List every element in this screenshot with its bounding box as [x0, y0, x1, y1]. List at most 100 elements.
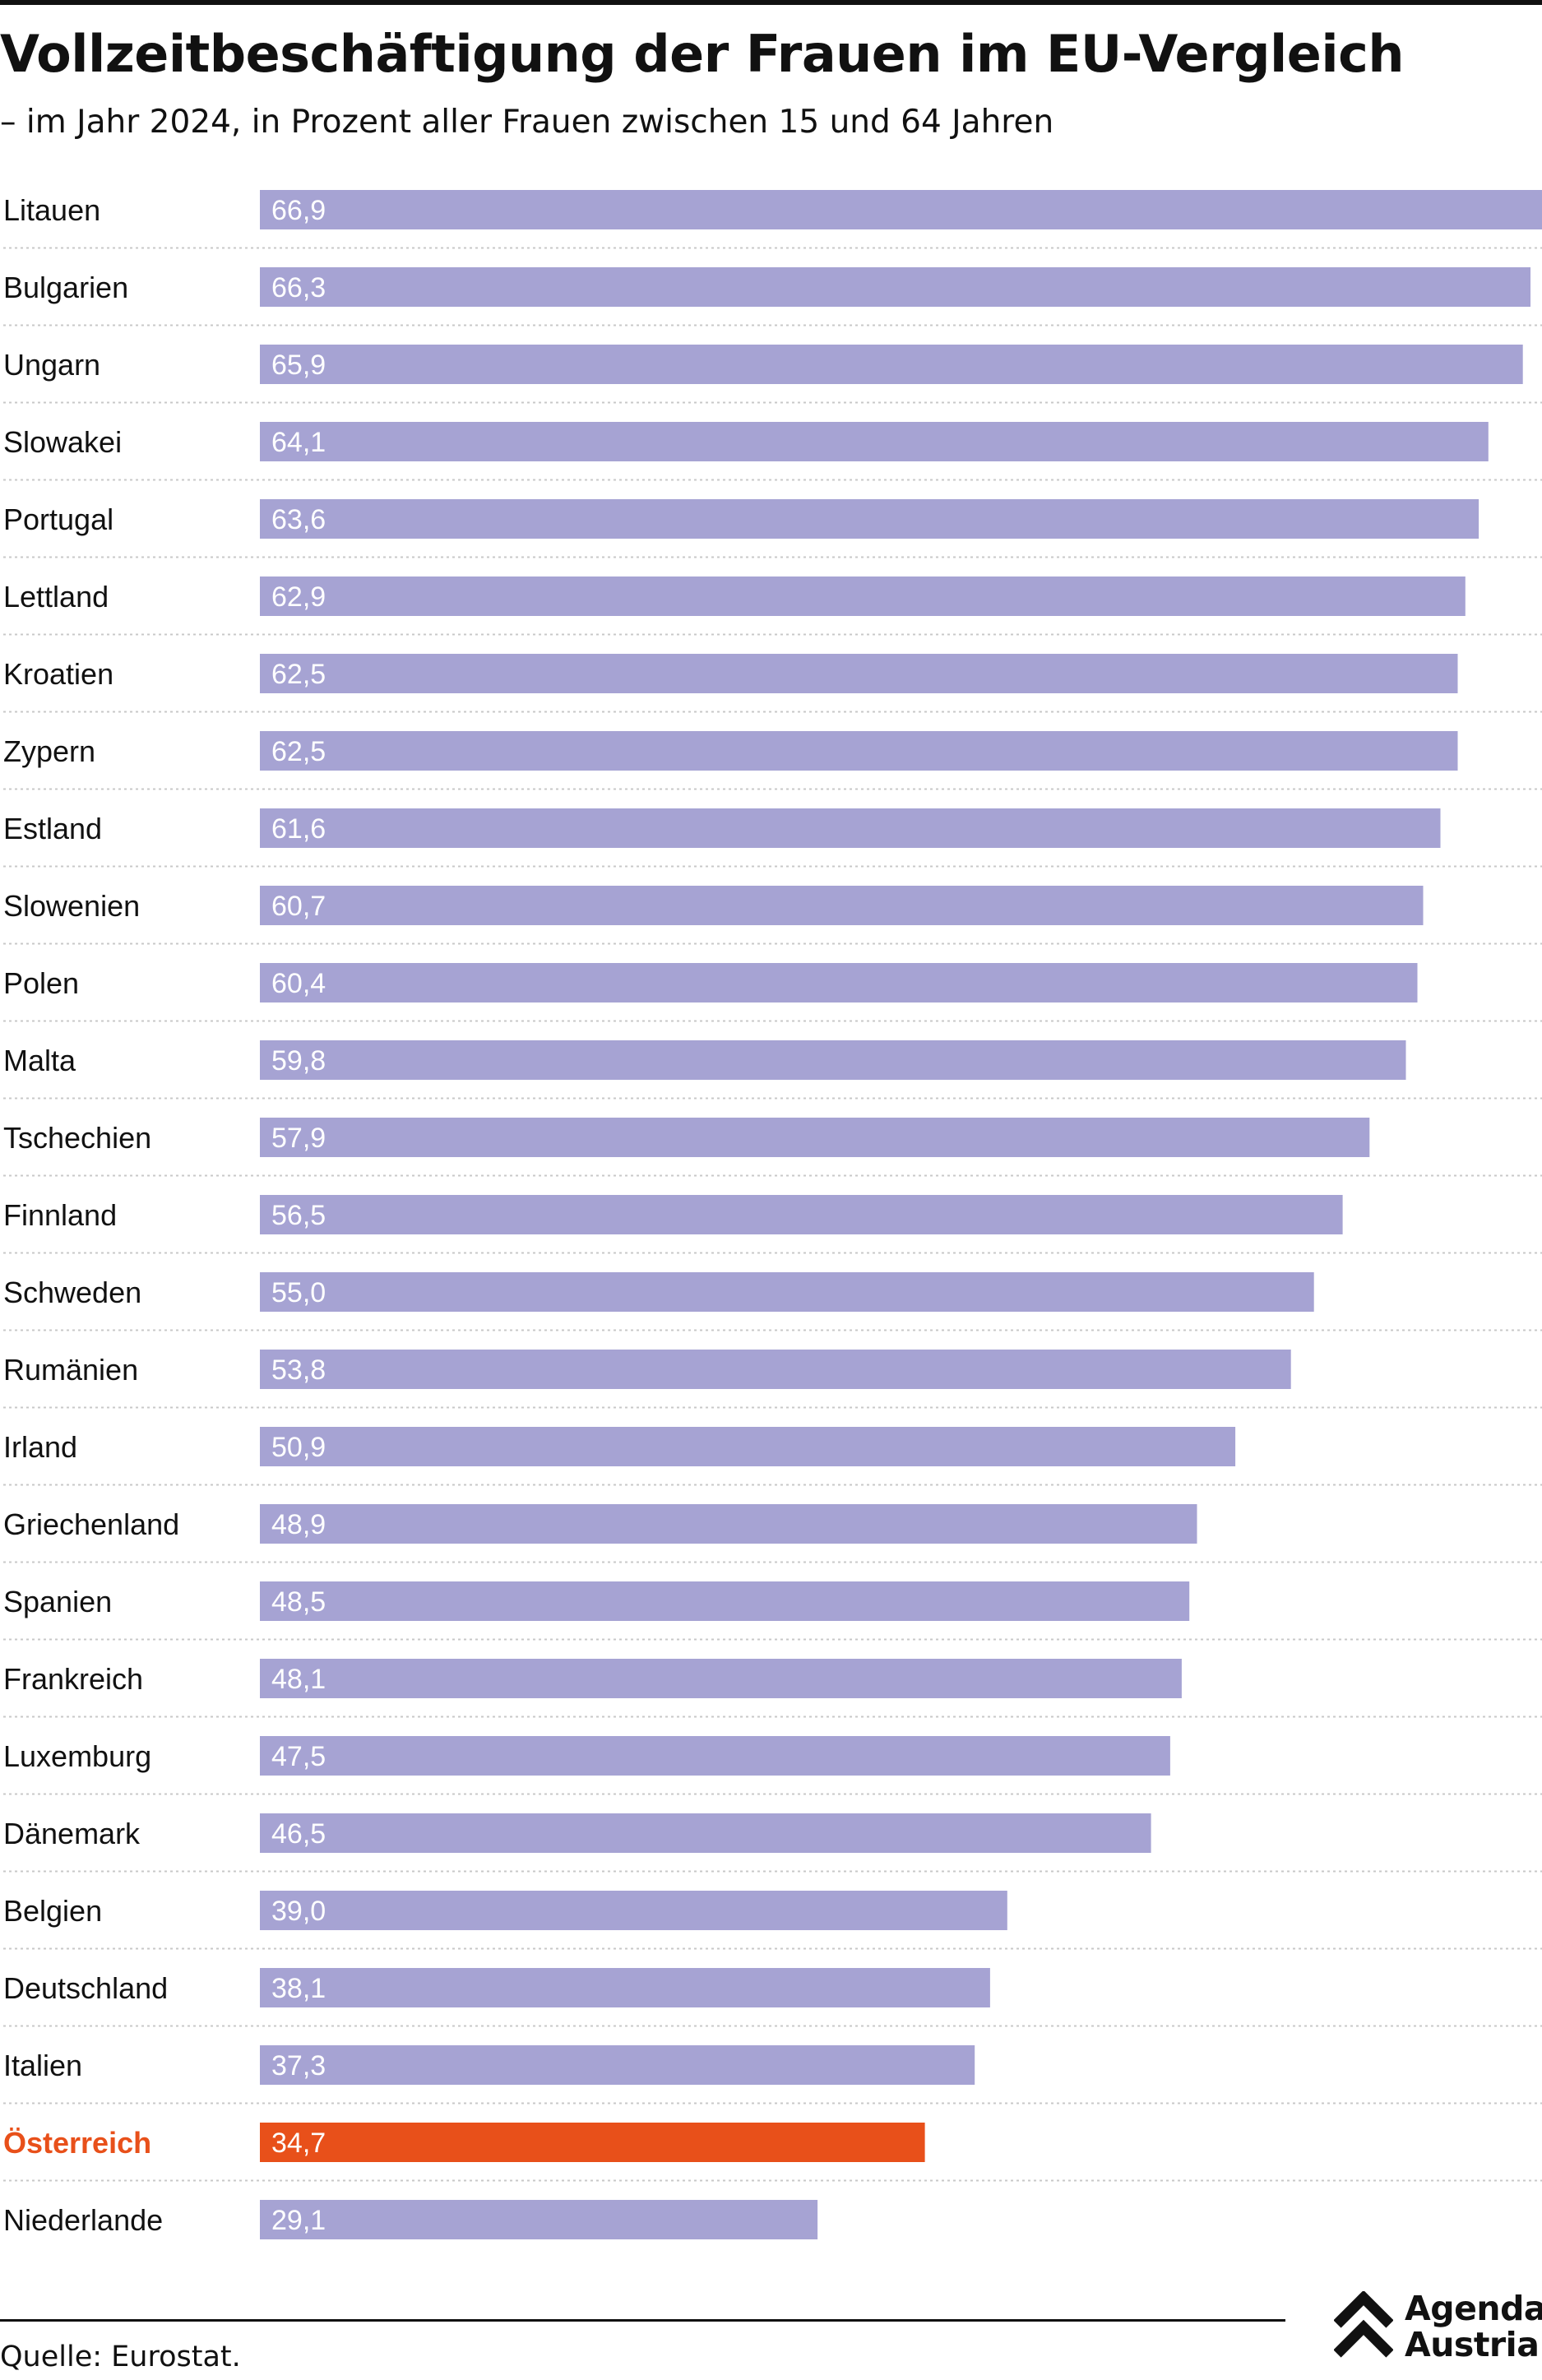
- value-label: 37,3: [271, 2050, 326, 2081]
- bar-row-1: Litauen 66,9: [3, 190, 1542, 249]
- category-label: Litauen: [3, 193, 100, 227]
- value-label: 60,7: [271, 891, 326, 922]
- category-label: Frankreich: [3, 1662, 143, 1696]
- agenda-austria-logo: Agenda Austria: [1334, 2286, 1542, 2377]
- bar: [260, 1736, 1170, 1776]
- value-label: 61,6: [271, 813, 326, 845]
- chevron-logo-icon: [1334, 2291, 1393, 2358]
- value-label: 47,5: [271, 1741, 326, 1772]
- bar-row-25: Italien 37,3: [3, 2045, 1542, 2104]
- bar: [260, 1118, 1370, 1157]
- bar: [260, 1427, 1236, 1466]
- category-label: Schweden: [3, 1276, 141, 1309]
- bar: [260, 2200, 818, 2239]
- category-label: Portugal: [3, 502, 113, 536]
- bar: [260, 886, 1424, 925]
- value-label: 34,7: [271, 2128, 326, 2159]
- bar: [260, 267, 1530, 307]
- bar: [260, 1195, 1343, 1234]
- bar-row-22: Dänemark 46,5: [3, 1813, 1542, 1873]
- brand-name-line-1: Agenda: [1405, 2289, 1542, 2328]
- bar-row-2: Bulgarien 66,3: [3, 267, 1542, 326]
- bar: [260, 1891, 1007, 1930]
- bar-row-20: Frankreich 48,1: [3, 1659, 1542, 1718]
- category-label: Finnland: [3, 1198, 117, 1232]
- value-label: 46,5: [271, 1818, 326, 1850]
- chart-title: Vollzeitbeschäftigung der Frauen im EU-V…: [0, 24, 1404, 84]
- category-label: Italien: [3, 2049, 82, 2082]
- category-label: Ungarn: [3, 348, 100, 382]
- value-label: 64,1: [271, 427, 326, 458]
- category-label: Luxemburg: [3, 1739, 151, 1773]
- bar-row-17: Irland 50,9: [3, 1427, 1542, 1486]
- category-label: Malta: [3, 1044, 76, 1077]
- bar: [260, 1272, 1314, 1312]
- top-rule: [0, 0, 1542, 5]
- bar-row-14: Finnland 56,5: [3, 1195, 1542, 1254]
- bar: [260, 1659, 1182, 1698]
- value-label: 59,8: [271, 1045, 326, 1077]
- bar-row-15: Schweden 55,0: [3, 1272, 1542, 1331]
- bottom-rule: [0, 2319, 1285, 2322]
- value-label: 62,9: [271, 581, 326, 613]
- category-label: Zypern: [3, 734, 95, 768]
- bar-row-26: Österreich 34,7: [3, 2123, 1542, 2182]
- bar: [260, 654, 1458, 693]
- category-label: Spanien: [3, 1585, 112, 1618]
- bar-row-21: Luxemburg 47,5: [3, 1736, 1542, 1795]
- value-label: 38,1: [271, 1973, 326, 2004]
- category-label: Griechenland: [3, 1507, 179, 1541]
- value-label: 57,9: [271, 1123, 326, 1154]
- value-label: 53,8: [271, 1354, 326, 1386]
- value-label: 48,1: [271, 1664, 326, 1695]
- bar: [260, 1968, 990, 2007]
- brand-name-line-2: Austria: [1405, 2325, 1540, 2364]
- source-note: Quelle: Eurostat.: [0, 2341, 241, 2373]
- bar: [260, 576, 1466, 616]
- bar: [260, 1504, 1197, 1544]
- bar-chart: Litauen 66,9 Bulgarien 66,3 Ungarn 65,9 Slowak…: [3, 190, 1542, 2239]
- bar-row-27: Niederlande 29,1: [3, 2200, 818, 2239]
- bar-row-10: Slowenien 60,7: [3, 886, 1542, 945]
- category-label: Dänemark: [3, 1817, 141, 1850]
- value-label: 48,5: [271, 1586, 326, 1618]
- chart-subtitle: – im Jahr 2024, in Prozent aller Frauen …: [0, 104, 1054, 141]
- value-label: 62,5: [271, 659, 326, 690]
- value-label: 48,9: [271, 1509, 326, 1540]
- bar: [260, 1581, 1190, 1621]
- value-label: 50,9: [271, 1432, 326, 1463]
- bar: [260, 1350, 1291, 1389]
- value-label: 66,9: [271, 195, 326, 226]
- value-label: 55,0: [271, 1277, 326, 1308]
- category-label: Bulgarien: [3, 271, 128, 304]
- category-label: Kroatien: [3, 657, 113, 691]
- bar-row-3: Ungarn 65,9: [3, 345, 1542, 404]
- value-label: 29,1: [271, 2205, 326, 2236]
- bar: [260, 731, 1458, 771]
- value-label: 62,5: [271, 736, 326, 767]
- value-label: 56,5: [271, 1200, 326, 1231]
- category-label: Belgien: [3, 1894, 102, 1928]
- bar: [260, 422, 1489, 461]
- category-label: Deutschland: [3, 1971, 168, 2005]
- value-label: 39,0: [271, 1896, 326, 1927]
- category-label: Lettland: [3, 580, 109, 614]
- bar-row-24: Deutschland 38,1: [3, 1968, 1542, 2027]
- category-label: Polen: [3, 966, 79, 1000]
- bar-row-8: Zypern 62,5: [3, 731, 1542, 790]
- bar-row-9: Estland 61,6: [3, 808, 1542, 868]
- bar-row-5: Portugal 63,6: [3, 499, 1542, 558]
- value-label: 60,4: [271, 968, 326, 999]
- bar: [260, 808, 1441, 848]
- bar: [260, 963, 1418, 1002]
- bar-row-4: Slowakei 64,1: [3, 422, 1542, 481]
- category-label: Irland: [3, 1430, 77, 1464]
- category-label: Tschechien: [3, 1121, 151, 1155]
- category-label: Slowenien: [3, 889, 140, 923]
- bar-row-11: Polen 60,4: [3, 963, 1542, 1022]
- bar-highlight: [260, 2123, 925, 2162]
- bar-row-23: Belgien 39,0: [3, 1891, 1542, 1950]
- bar-row-12: Malta 59,8: [3, 1040, 1542, 1100]
- category-label: Estland: [3, 812, 102, 845]
- category-label: Niederlande: [3, 2203, 163, 2237]
